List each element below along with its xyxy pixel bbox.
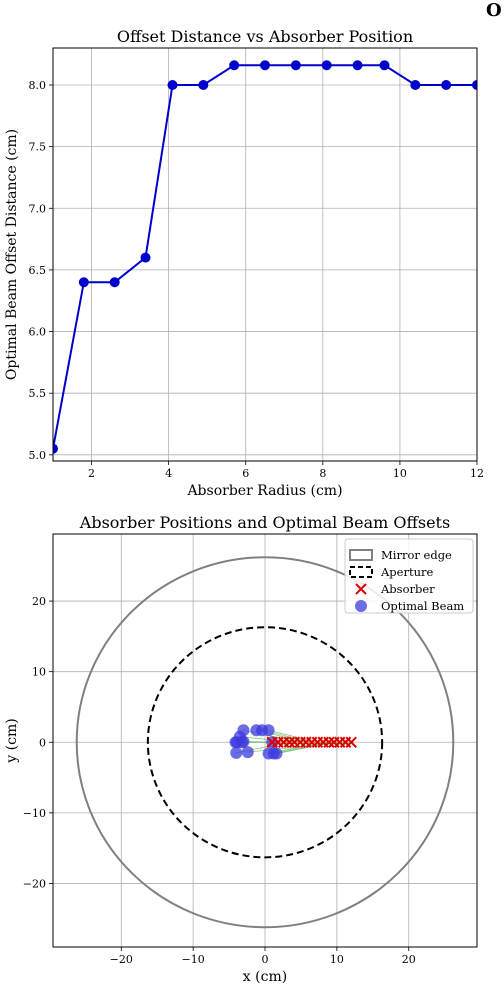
beam-point — [230, 746, 243, 759]
chart-absorber-positions: −20 −10 0 10 20 −20 −10 0 10 20 Absorber Positions… — [4, 513, 478, 984]
legend-absorber-swatch — [355, 583, 367, 595]
x-tick-label: 12 — [470, 467, 484, 480]
legend-label: Optimal Beam — [381, 599, 464, 613]
x-tick-label: 8 — [319, 467, 326, 480]
x-tick-label: 10 — [393, 467, 407, 480]
data-point — [167, 79, 178, 90]
x-tick-label: −20 — [110, 953, 133, 966]
line-series — [53, 60, 477, 454]
y-tick-label: 10 — [32, 666, 46, 679]
y-tick-label: 0 — [39, 736, 46, 749]
chart-title: Offset Distance vs Absorber Position — [117, 27, 413, 46]
scatter-data — [75, 556, 455, 929]
beam-point — [241, 746, 254, 759]
legend-box — [344, 538, 474, 614]
beam-point — [230, 736, 243, 749]
legend-mirror-swatch — [349, 549, 373, 561]
beam-point — [262, 724, 275, 737]
y-tick-label: 7.5 — [29, 141, 47, 154]
x-tick-label: 2 — [88, 467, 95, 480]
plot-frame — [52, 533, 478, 948]
beam-point — [237, 724, 250, 737]
data-point — [78, 277, 89, 288]
y-tick-label: 6.0 — [29, 326, 47, 339]
data-point — [379, 60, 390, 71]
corner-glyph: O — [486, 0, 502, 21]
y-tick-label: −10 — [23, 807, 46, 820]
legend-beam-swatch — [355, 600, 367, 612]
y-tick-label: 7.0 — [29, 202, 47, 215]
data-point — [53, 443, 58, 454]
y-tick-label: 8.0 — [29, 79, 47, 92]
y-axis-label: y (cm) — [4, 718, 20, 763]
x-tick-label: 4 — [165, 467, 172, 480]
x-tick-label: 6 — [242, 467, 249, 480]
absorber-point — [283, 736, 296, 748]
legend-label: Aperture — [380, 565, 433, 579]
absorber-point — [323, 736, 335, 748]
legend: Mirror edge Aperture Absorber Optimal Beam — [344, 538, 474, 614]
y-tick-label: 6.5 — [29, 264, 47, 277]
aperture-circle — [146, 626, 384, 859]
data-point — [290, 60, 301, 71]
series-line — [53, 64, 477, 449]
y-tick-label: 20 — [32, 595, 46, 608]
data-point — [260, 60, 270, 71]
plot-frame — [52, 47, 478, 462]
data-point — [410, 79, 421, 90]
x-tick-label: −10 — [182, 953, 205, 966]
y-tick-label: 5.0 — [29, 449, 47, 462]
data-point — [441, 79, 452, 90]
chart-title: Absorber Positions and Optimal Beam Offs… — [79, 513, 450, 532]
mirror-edge-circle — [75, 556, 455, 929]
y-axis-label: Optimal Beam Offset Distance (cm) — [4, 129, 20, 380]
chart-offset-distance: 2 4 6 8 10 12 5.0 5.5 6.0 6.5 7.0 7.5 8.0 Offset Dist… — [4, 27, 484, 499]
data-point — [229, 60, 240, 71]
x-tick-label: 10 — [330, 953, 344, 966]
data-point — [472, 79, 477, 90]
x-tick-label: 0 — [262, 953, 269, 966]
absorber-point — [345, 736, 357, 748]
y-tick-label: −20 — [23, 877, 46, 890]
data-point — [109, 277, 120, 288]
x-axis-label: Absorber Radius (cm) — [186, 483, 342, 499]
data-point — [140, 252, 151, 263]
data-point — [321, 60, 332, 71]
data-point — [198, 79, 209, 90]
legend-label: Absorber — [380, 582, 435, 596]
legend-aperture-swatch — [349, 566, 373, 578]
y-tick-label: 5.5 — [29, 387, 47, 400]
x-tick-label: 20 — [402, 953, 416, 966]
beam-point — [270, 747, 283, 760]
legend-label: Mirror edge — [381, 548, 452, 562]
data-point — [352, 60, 363, 71]
x-axis-label: x (cm) — [243, 969, 287, 984]
